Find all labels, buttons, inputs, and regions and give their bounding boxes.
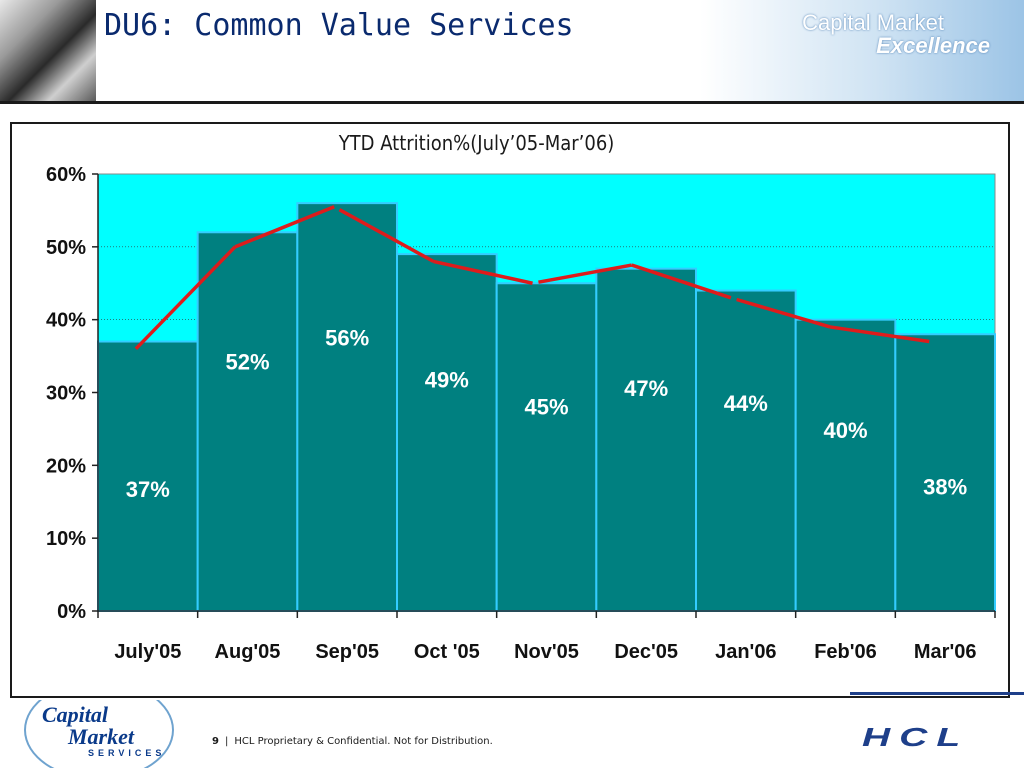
trend-segment-3	[338, 208, 435, 263]
bar-8	[794, 318, 897, 613]
data-label-8: 40%	[823, 418, 867, 443]
y-tick-label-50: 50%	[46, 237, 86, 259]
trend-segment-5	[538, 263, 633, 284]
header-photo	[0, 0, 96, 103]
brand-line-2: Excellence	[876, 33, 990, 58]
data-label-9: 38%	[923, 475, 967, 500]
brand-banner: Capital Market Excellence	[700, 0, 1024, 103]
slide-header: DU6: Common Value Services Capital Marke…	[0, 0, 1024, 104]
y-tick-label-10: 10%	[46, 528, 86, 550]
footer: 9 | HCL Proprietary & Confidential. Not fo…	[212, 736, 493, 747]
x-tick-label-5: Nov'05	[514, 641, 579, 663]
data-label-7: 44%	[724, 391, 768, 416]
x-tick-label-2: Aug'05	[215, 641, 281, 663]
trend-segment-4	[433, 259, 533, 285]
x-tick-label-9: Mar'06	[914, 641, 977, 663]
hcl-logo: HCL	[862, 722, 970, 752]
y-tick-label-0: 0%	[57, 601, 86, 623]
footer-accent-rule	[850, 692, 1024, 695]
bar-9	[894, 333, 996, 612]
trend-segment-7	[736, 297, 831, 329]
page-number: 9	[212, 736, 219, 747]
header-divider	[0, 101, 1024, 104]
data-label-2: 52%	[225, 349, 269, 374]
footer-separator: |	[224, 736, 229, 747]
bar-4	[396, 253, 498, 612]
x-tick-label-3: Sep'05	[315, 641, 379, 663]
y-tick-label-30: 30%	[46, 383, 86, 405]
bar-6	[595, 267, 697, 613]
data-label-1: 37%	[126, 477, 170, 502]
y-tick-label-20: 20%	[46, 455, 86, 477]
trend-segment-6	[631, 263, 732, 300]
brand-line-1: Capital Market	[802, 10, 944, 35]
x-tick-label-4: Oct '05	[414, 641, 480, 663]
x-tick-label-6: Dec'05	[614, 641, 678, 663]
y-tick-label-60: 60%	[46, 164, 86, 186]
x-tick-label-1: July'05	[114, 641, 181, 663]
attrition-chart: YTD Attrition%(July’05-Mar’06) 37% 52% 56% 4…	[46, 131, 996, 663]
x-tick-label-8: Feb'06	[814, 641, 877, 663]
bar-7	[695, 289, 797, 613]
data-label-4: 49%	[425, 367, 469, 392]
bar-3	[296, 202, 399, 612]
trend-segment-2	[234, 205, 335, 249]
y-tick-label-40: 40%	[46, 310, 86, 332]
footer-logo-line-2: Market	[68, 724, 134, 749]
chart-frame: YTD Attrition%(July’05-Mar’06) 37% 52% 56% 4…	[10, 122, 1010, 698]
data-label-5: 45%	[524, 395, 568, 420]
capital-market-services-logo: Capital Market SERVICES	[16, 700, 176, 768]
trend-segment-1	[134, 245, 237, 351]
footer-logo-line-3: SERVICES	[88, 748, 166, 758]
trend-segment-8	[829, 325, 930, 344]
slide-title: DU6: Common Value Services	[104, 8, 574, 43]
logo-swoosh	[24, 700, 174, 768]
bar-5	[495, 282, 598, 612]
data-label-6: 47%	[624, 376, 668, 401]
x-tick-label-7: Jan'06	[715, 641, 776, 663]
chart-title: YTD Attrition%(July’05-Mar’06)	[338, 131, 615, 155]
bar-2	[196, 231, 299, 613]
confidentiality-notice: HCL Proprietary & Confidential. Not for …	[234, 736, 493, 747]
footer-logo-line-1: Capital	[42, 702, 109, 727]
data-label-3: 56%	[325, 326, 369, 351]
